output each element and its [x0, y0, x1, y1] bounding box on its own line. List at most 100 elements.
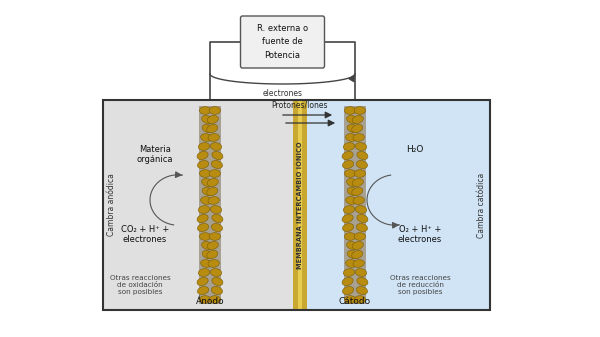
Ellipse shape: [208, 134, 220, 142]
Ellipse shape: [353, 259, 364, 267]
Text: Ánodo: Ánodo: [196, 297, 224, 306]
Ellipse shape: [343, 286, 353, 295]
Ellipse shape: [357, 151, 368, 160]
Ellipse shape: [347, 187, 358, 195]
FancyBboxPatch shape: [241, 16, 325, 68]
Ellipse shape: [343, 160, 353, 168]
Ellipse shape: [200, 259, 212, 267]
Bar: [293, 100, 307, 310]
Bar: [298, 100, 302, 310]
Ellipse shape: [342, 151, 353, 160]
Ellipse shape: [343, 223, 353, 232]
Bar: [103, 100, 490, 310]
Ellipse shape: [346, 134, 357, 142]
Ellipse shape: [211, 286, 223, 295]
Ellipse shape: [197, 286, 209, 295]
Bar: [103, 100, 293, 310]
Ellipse shape: [354, 107, 365, 114]
Text: R. externa o: R. externa o: [257, 24, 308, 33]
Text: Materia
orgánica: Materia orgánica: [137, 145, 173, 164]
Ellipse shape: [197, 214, 208, 222]
Ellipse shape: [200, 134, 212, 142]
Ellipse shape: [344, 296, 356, 303]
Text: Cambra catódica: Cambra catódica: [478, 172, 487, 238]
Ellipse shape: [347, 124, 358, 132]
Ellipse shape: [343, 143, 355, 150]
Ellipse shape: [347, 116, 358, 123]
Ellipse shape: [211, 143, 221, 150]
Text: CO₂ + H⁺ +
electrones: CO₂ + H⁺ + electrones: [121, 225, 169, 244]
Ellipse shape: [353, 134, 364, 142]
Ellipse shape: [209, 107, 221, 114]
Ellipse shape: [356, 160, 368, 168]
Ellipse shape: [199, 107, 211, 114]
Ellipse shape: [347, 250, 358, 258]
Ellipse shape: [347, 242, 358, 249]
Ellipse shape: [357, 277, 368, 285]
Ellipse shape: [344, 170, 356, 177]
Ellipse shape: [343, 206, 355, 213]
Ellipse shape: [355, 269, 367, 276]
Text: MEMBRANA INTERCAMBIO IÓNICO: MEMBRANA INTERCAMBIO IÓNICO: [297, 141, 303, 269]
Ellipse shape: [208, 259, 220, 267]
Ellipse shape: [202, 116, 213, 123]
Ellipse shape: [212, 151, 223, 160]
Ellipse shape: [209, 170, 221, 177]
Ellipse shape: [211, 206, 221, 213]
Ellipse shape: [199, 143, 209, 150]
Text: O₂ + H⁺ +
electrones: O₂ + H⁺ + electrones: [398, 225, 442, 244]
Ellipse shape: [354, 233, 365, 240]
Text: H₂O: H₂O: [406, 145, 424, 154]
Ellipse shape: [207, 124, 218, 132]
Ellipse shape: [209, 233, 221, 240]
Ellipse shape: [346, 259, 357, 267]
Text: Otras reacciones
de reducción
son posibles: Otras reacciones de reducción son posibl…: [389, 275, 451, 295]
Ellipse shape: [197, 223, 209, 232]
Ellipse shape: [344, 107, 356, 114]
Ellipse shape: [207, 250, 218, 258]
Ellipse shape: [199, 206, 209, 213]
Ellipse shape: [211, 160, 223, 168]
Bar: [344, 106, 366, 304]
Ellipse shape: [202, 179, 213, 186]
Ellipse shape: [356, 223, 368, 232]
Ellipse shape: [199, 296, 211, 303]
Ellipse shape: [200, 196, 212, 204]
Ellipse shape: [344, 233, 356, 240]
Ellipse shape: [352, 187, 363, 195]
Ellipse shape: [202, 124, 213, 132]
Ellipse shape: [347, 179, 358, 186]
Ellipse shape: [342, 277, 353, 285]
Ellipse shape: [352, 250, 363, 258]
Ellipse shape: [352, 242, 364, 249]
Ellipse shape: [199, 170, 211, 177]
Ellipse shape: [202, 187, 213, 195]
Ellipse shape: [208, 196, 220, 204]
Ellipse shape: [343, 269, 355, 276]
Ellipse shape: [197, 160, 209, 168]
Ellipse shape: [352, 124, 363, 132]
Text: Otras reacciones
de oxidación
son posibles: Otras reacciones de oxidación son posibl…: [110, 275, 170, 295]
Ellipse shape: [199, 233, 211, 240]
Ellipse shape: [355, 143, 367, 150]
Ellipse shape: [207, 242, 218, 249]
Ellipse shape: [199, 269, 209, 276]
Ellipse shape: [354, 296, 365, 303]
Ellipse shape: [355, 206, 367, 213]
Ellipse shape: [207, 116, 218, 123]
Text: Potencia: Potencia: [265, 51, 301, 60]
Ellipse shape: [357, 214, 368, 222]
Bar: [307, 100, 490, 310]
Ellipse shape: [197, 151, 208, 160]
Text: Cambra anódica: Cambra anódica: [107, 174, 115, 237]
Bar: [199, 106, 221, 304]
Ellipse shape: [346, 196, 357, 204]
Ellipse shape: [212, 277, 223, 285]
Ellipse shape: [342, 214, 353, 222]
Text: fuente de: fuente de: [262, 37, 303, 47]
Ellipse shape: [212, 214, 223, 222]
Ellipse shape: [354, 170, 365, 177]
Ellipse shape: [353, 196, 364, 204]
Ellipse shape: [352, 179, 364, 186]
Ellipse shape: [207, 179, 218, 186]
